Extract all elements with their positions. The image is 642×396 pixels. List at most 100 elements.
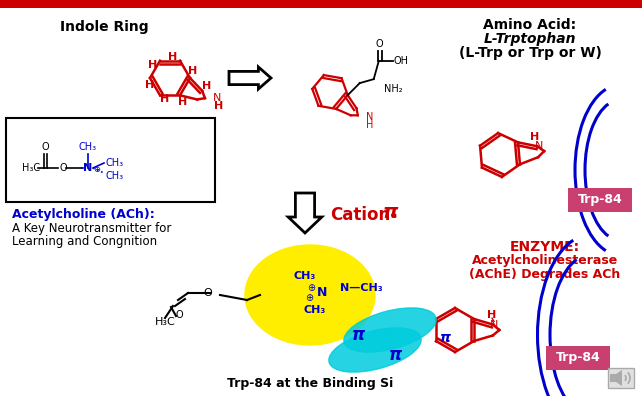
Text: CH₃: CH₃ — [294, 271, 316, 281]
Text: π: π — [383, 202, 399, 221]
Bar — [586, 0, 587, 8]
Text: N: N — [535, 141, 543, 151]
Bar — [547, 0, 548, 8]
Bar — [581, 0, 582, 8]
Bar — [633, 0, 634, 8]
Bar — [545, 0, 546, 8]
Bar — [496, 0, 497, 8]
Text: N—CH₃: N—CH₃ — [340, 283, 383, 293]
Bar — [463, 0, 464, 8]
Bar — [598, 0, 599, 8]
Bar — [504, 0, 505, 8]
Bar — [546, 0, 547, 8]
Bar — [638, 0, 639, 8]
Bar — [578, 0, 579, 8]
Bar — [452, 0, 453, 8]
Text: NH₂: NH₂ — [384, 84, 403, 94]
Text: H: H — [202, 81, 211, 91]
Bar — [568, 0, 569, 8]
Bar — [625, 0, 626, 8]
Text: CH₃: CH₃ — [105, 171, 123, 181]
Text: Trp-84 at the Binding Si: Trp-84 at the Binding Si — [227, 377, 393, 390]
Bar — [503, 0, 504, 8]
Bar — [539, 0, 540, 8]
Bar — [485, 0, 486, 8]
Bar — [527, 0, 528, 8]
Bar — [517, 0, 518, 8]
Bar — [442, 0, 443, 8]
Bar — [634, 0, 635, 8]
Bar — [464, 0, 465, 8]
Text: Trp-84: Trp-84 — [555, 352, 600, 364]
Bar — [582, 0, 583, 8]
FancyBboxPatch shape — [546, 346, 610, 370]
Text: π: π — [440, 331, 451, 345]
Bar — [501, 0, 502, 8]
Bar — [502, 0, 503, 8]
Bar — [555, 0, 556, 8]
Bar — [456, 0, 457, 8]
Bar — [624, 0, 625, 8]
Text: A Key Neurotransmitter for: A Key Neurotransmitter for — [12, 222, 171, 235]
Text: N: N — [83, 163, 92, 173]
Bar — [468, 0, 469, 8]
Bar — [575, 0, 576, 8]
Bar — [516, 0, 517, 8]
Bar — [523, 0, 524, 8]
Bar — [472, 0, 473, 8]
Bar — [614, 0, 615, 8]
Text: H: H — [530, 132, 539, 142]
FancyBboxPatch shape — [568, 188, 632, 212]
Bar — [637, 0, 638, 8]
Bar — [478, 0, 479, 8]
Bar — [448, 0, 449, 8]
Bar — [497, 0, 498, 8]
Bar — [623, 0, 624, 8]
Bar — [617, 0, 618, 8]
Bar — [521, 0, 522, 8]
Bar — [609, 0, 610, 8]
Bar — [573, 0, 574, 8]
Bar — [597, 0, 598, 8]
Bar — [451, 0, 452, 8]
Bar — [493, 0, 494, 8]
Bar — [466, 0, 467, 8]
Bar — [544, 0, 545, 8]
Text: π: π — [388, 346, 401, 364]
Bar — [474, 0, 475, 8]
Text: Indole Ring: Indole Ring — [60, 20, 149, 34]
Text: N: N — [366, 112, 373, 122]
Bar — [514, 0, 515, 8]
Bar — [499, 0, 500, 8]
Bar — [470, 0, 471, 8]
Text: O: O — [376, 39, 383, 49]
Bar — [613, 0, 614, 8]
Bar — [482, 0, 483, 8]
Bar — [612, 0, 613, 8]
FancyBboxPatch shape — [6, 118, 215, 202]
Bar — [559, 0, 560, 8]
Text: Acetylcholinesterase: Acetylcholinesterase — [472, 254, 618, 267]
Bar — [540, 0, 541, 8]
Bar — [477, 0, 478, 8]
Bar — [564, 0, 565, 8]
Bar — [576, 0, 577, 8]
Bar — [621, 0, 622, 8]
Bar — [616, 0, 617, 8]
Bar — [627, 0, 628, 8]
Bar — [570, 0, 571, 8]
Bar — [562, 0, 563, 8]
Bar — [532, 0, 533, 8]
Bar — [596, 0, 597, 8]
Bar — [541, 0, 542, 8]
Bar — [619, 0, 620, 8]
Text: H: H — [178, 97, 187, 107]
Bar — [520, 0, 521, 8]
Bar — [522, 0, 523, 8]
Bar — [620, 0, 621, 8]
Bar — [506, 0, 507, 8]
Bar — [552, 0, 553, 8]
Text: N: N — [317, 286, 327, 299]
Ellipse shape — [329, 328, 421, 372]
Text: CH₃: CH₃ — [304, 305, 326, 315]
